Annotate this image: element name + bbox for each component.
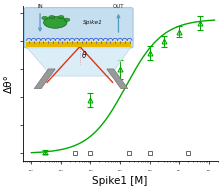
Y-axis label: Δθ°: Δθ° (4, 74, 13, 93)
X-axis label: Spike1 [M]: Spike1 [M] (92, 176, 148, 186)
